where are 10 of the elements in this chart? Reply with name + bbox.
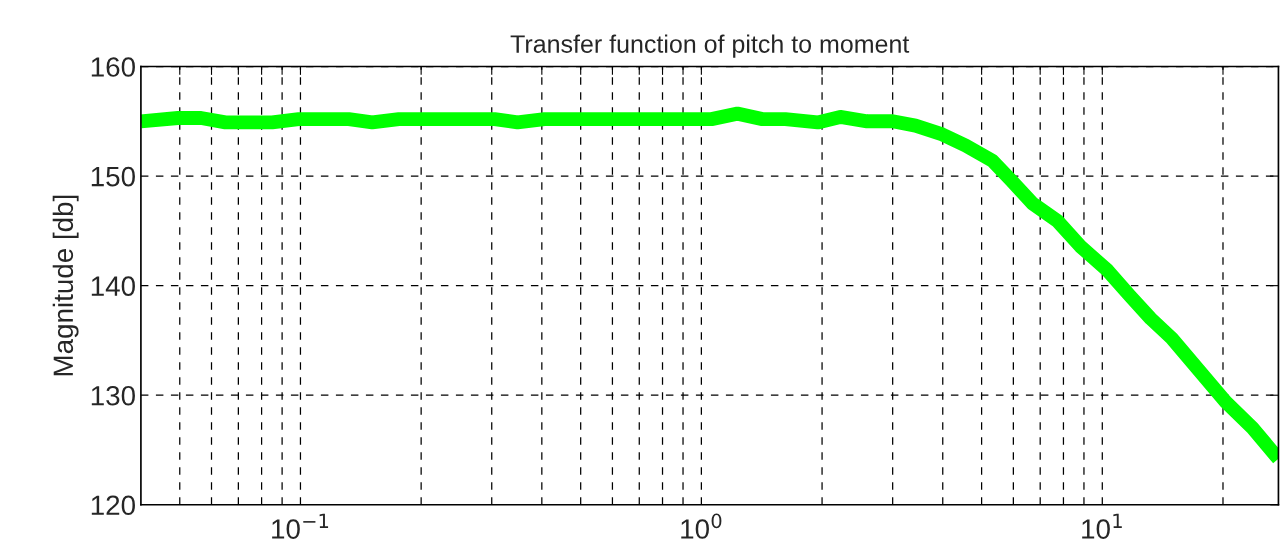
y-tick-label: 140 <box>91 276 135 296</box>
x-tick-label: 10$^{−1}$ <box>272 513 329 539</box>
chart-title: Transfer function of pitch to moment <box>510 34 910 58</box>
x-tick-label: 10$^{0}$ <box>681 513 722 539</box>
x-tick-label: 10$^{1}$ <box>1082 513 1122 539</box>
y-tick-label: 130 <box>91 385 135 406</box>
y-axis-title: Magnitude [db] <box>52 195 79 376</box>
y-tick-label: 120 <box>91 495 135 516</box>
y-tick-label: 160 <box>91 57 135 77</box>
y-tick-label: 150 <box>91 166 135 187</box>
